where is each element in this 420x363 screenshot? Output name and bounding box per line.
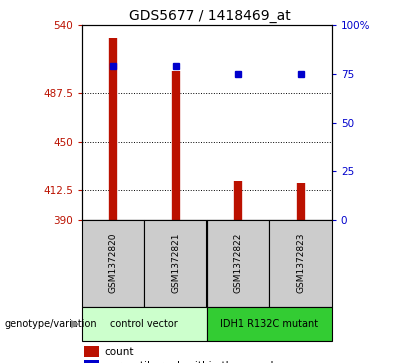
Bar [269, 220, 332, 307]
Text: GSM1372820: GSM1372820 [109, 233, 118, 293]
Text: GSM1372823: GSM1372823 [296, 233, 305, 293]
Bar [207, 307, 332, 341]
Text: ▶: ▶ [71, 319, 80, 329]
Text: GSM1372822: GSM1372822 [234, 233, 243, 293]
Text: count: count [105, 347, 134, 357]
Bar [84, 346, 100, 357]
Text: GSM1372821: GSM1372821 [171, 233, 180, 293]
Bar [144, 220, 207, 307]
Text: GDS5677 / 1418469_at: GDS5677 / 1418469_at [129, 9, 291, 23]
Text: control vector: control vector [110, 319, 178, 329]
Bar [82, 307, 207, 341]
Bar [207, 220, 269, 307]
Bar [82, 220, 144, 307]
Text: genotype/variation: genotype/variation [4, 319, 97, 329]
Text: IDH1 R132C mutant: IDH1 R132C mutant [220, 319, 318, 329]
Bar [84, 360, 100, 363]
Text: percentile rank within the sample: percentile rank within the sample [105, 360, 280, 363]
